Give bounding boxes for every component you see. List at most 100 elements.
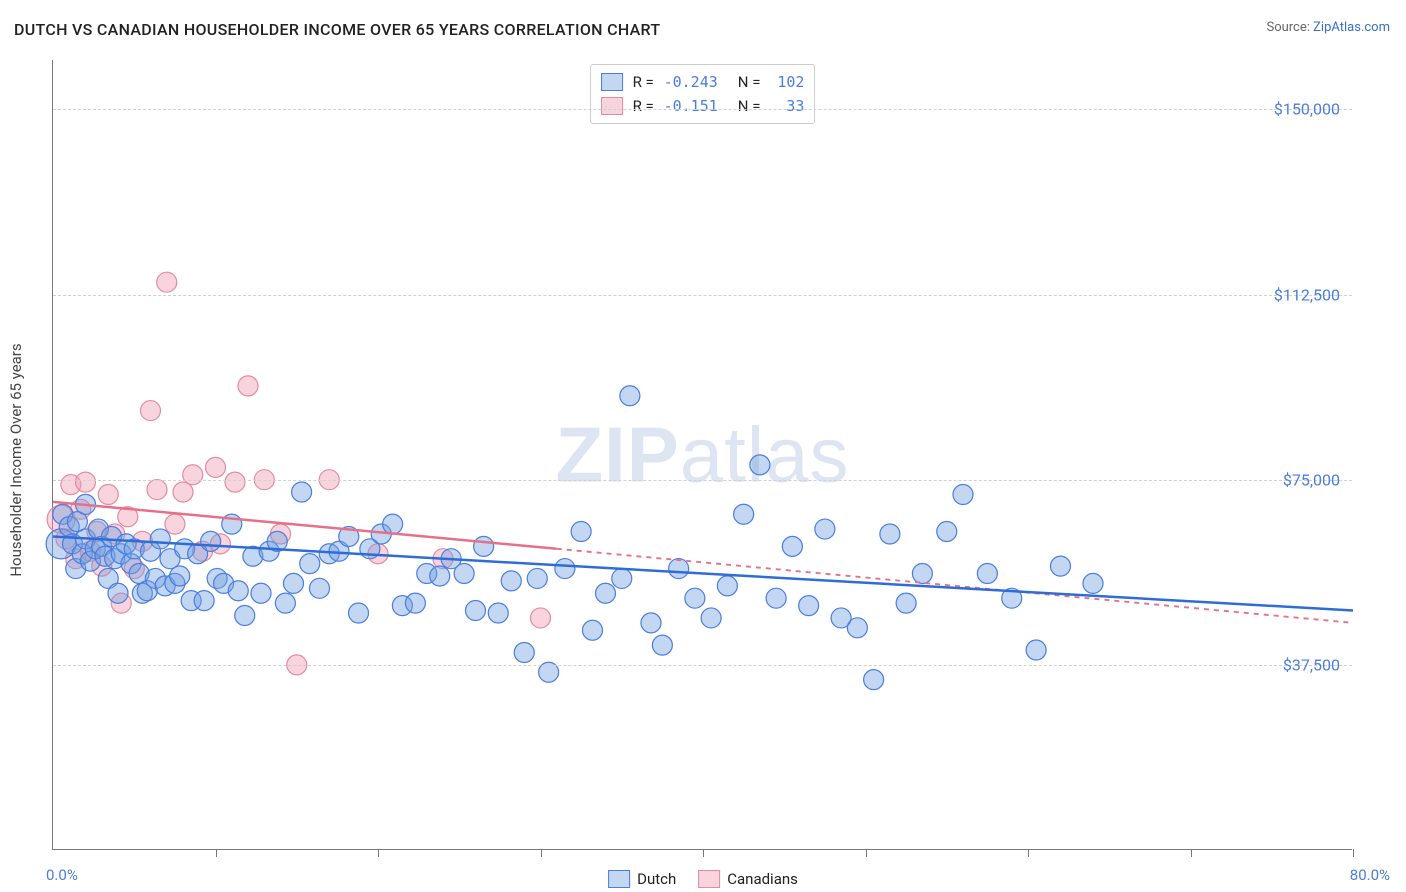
plot-area: ZIPatlas R =-0.243N =102R =-0.151N =33 $… <box>52 60 1352 850</box>
dutch-point <box>612 568 632 588</box>
y-tick-label: $150,000 <box>1274 100 1340 119</box>
legend-label: Canadians <box>727 870 798 888</box>
stats-legend-row-dutch: R = -0.243 N = 102 <box>601 70 805 94</box>
dutch-point <box>466 601 486 621</box>
dutch-point <box>201 531 221 551</box>
x-tick <box>1028 849 1029 857</box>
y-tick-label: $37,500 <box>1283 655 1340 674</box>
dutch-point <box>349 603 369 623</box>
n-label: N = <box>736 94 761 118</box>
canadians-point <box>225 472 245 492</box>
dutch-point <box>937 522 957 542</box>
x-tick <box>541 849 542 857</box>
dutch-point <box>194 591 214 611</box>
canadians-point <box>76 472 96 492</box>
canadians-point <box>206 457 226 477</box>
dutch-point <box>488 603 508 623</box>
dutch-point <box>454 564 474 584</box>
canadians-point <box>141 401 161 421</box>
stats-legend: R = -0.243 N = 102R = -0.151 N = 33 <box>590 64 816 124</box>
dutch-point <box>228 581 248 601</box>
dutch-point <box>310 578 330 598</box>
dutch-point <box>1051 556 1071 576</box>
dutch-point <box>669 559 689 579</box>
x-tick <box>216 849 217 857</box>
dutch-point <box>275 593 295 613</box>
n-label: N = <box>736 70 761 94</box>
y-tick-label: $75,000 <box>1283 470 1340 489</box>
x-tick <box>1191 849 1192 857</box>
dutch-point <box>847 618 867 638</box>
dutch-point <box>685 588 705 608</box>
canadians-point <box>183 465 203 485</box>
dutch-point <box>108 583 128 603</box>
canadians-point <box>173 482 193 502</box>
x-tick <box>378 849 379 857</box>
dutch-point <box>583 620 603 640</box>
dutch-point <box>474 536 494 556</box>
dutch-point <box>880 524 900 544</box>
n-value: 33 <box>768 94 804 118</box>
dutch-point <box>977 564 997 584</box>
gridline <box>53 109 1352 110</box>
source-prefix: Source: <box>1266 20 1313 35</box>
dutch-point <box>1026 640 1046 660</box>
x-tick <box>703 849 704 857</box>
dutch-point <box>170 566 190 586</box>
gridline <box>53 665 1352 666</box>
r-value: -0.243 <box>662 70 718 94</box>
dutch-point <box>734 504 754 524</box>
x-axis-max-label: 80.0% <box>1350 866 1390 884</box>
swatch-dutch <box>601 73 623 91</box>
canadians-point <box>98 485 118 505</box>
dutch-point <box>235 605 255 625</box>
dutch-point <box>150 529 170 549</box>
legend-item-dutch: Dutch <box>608 870 676 888</box>
chart-container: DUTCH VS CANADIAN HOUSEHOLDER INCOME OVE… <box>0 0 1406 892</box>
dutch-point <box>383 514 403 534</box>
source-link[interactable]: ZipAtlas.com <box>1313 20 1390 35</box>
swatch-canadians <box>601 97 623 115</box>
y-axis-label: Householder Income Over 65 years <box>7 343 25 576</box>
dutch-point <box>620 386 640 406</box>
dutch-point <box>1083 573 1103 593</box>
dutch-point <box>514 643 534 663</box>
series-legend: Dutch Canadians <box>608 870 798 888</box>
legend-label: Dutch <box>637 870 676 888</box>
chart-svg <box>53 60 1352 849</box>
x-axis-origin-label: 0.0% <box>46 866 78 884</box>
dutch-point <box>501 571 521 591</box>
dutch-point <box>641 613 661 633</box>
r-value: -0.151 <box>662 94 718 118</box>
dutch-point <box>896 593 916 613</box>
canadians-point <box>147 480 167 500</box>
canadians-point <box>157 272 177 292</box>
dutch-point <box>251 583 271 603</box>
canadians-point <box>531 608 551 628</box>
dutch-point <box>596 583 616 603</box>
stats-legend-row-canadians: R =-0.151N =33 <box>601 94 805 118</box>
dutch-point <box>815 519 835 539</box>
gridline <box>53 480 1352 481</box>
dutch-point <box>527 568 547 588</box>
dutch-point <box>750 455 770 475</box>
dutch-point <box>912 564 932 584</box>
dutch-point <box>405 593 425 613</box>
n-value: 102 <box>768 70 804 94</box>
swatch-canadians <box>698 870 720 888</box>
dutch-point <box>555 559 575 579</box>
dutch-point <box>782 536 802 556</box>
x-tick <box>1353 849 1354 857</box>
canadians-point <box>165 514 185 534</box>
chart-title: DUTCH VS CANADIAN HOUSEHOLDER INCOME OVE… <box>14 20 660 39</box>
dutch-point <box>284 573 304 593</box>
legend-item-canadians: Canadians <box>698 870 798 888</box>
canadians-point <box>238 376 258 396</box>
dutch-point <box>799 596 819 616</box>
source-attribution: Source: ZipAtlas.com <box>1266 20 1390 35</box>
gridline <box>53 295 1352 296</box>
swatch-dutch <box>608 870 630 888</box>
dutch-point <box>571 522 591 542</box>
x-tick <box>866 849 867 857</box>
r-label: R = <box>631 70 654 94</box>
